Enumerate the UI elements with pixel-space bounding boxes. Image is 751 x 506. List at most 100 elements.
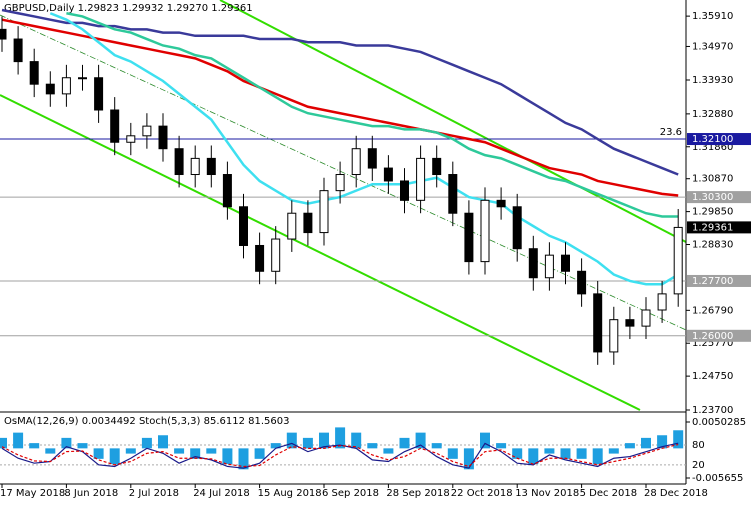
histogram-bar	[447, 448, 458, 459]
x-tick-label: 15 Aug 2018	[258, 488, 322, 499]
candle-body	[416, 157, 426, 201]
chart-title: GBPUSD,Daily 1.29823 1.29932 1.29270 1.2…	[4, 3, 253, 14]
stochastic-line	[1, 443, 679, 468]
candle-body	[222, 174, 232, 208]
channel-mid	[0, 14, 687, 331]
histogram-bar	[608, 448, 619, 454]
candle-body	[0, 28, 7, 40]
candle-body	[271, 238, 281, 272]
candle-body	[367, 148, 377, 169]
histogram-bar	[512, 448, 523, 459]
histogram-bar	[319, 432, 329, 449]
histogram-bar	[544, 448, 555, 454]
candle-body	[78, 77, 87, 80]
annotation: 23.6	[660, 127, 682, 138]
level-label: 1.27700	[692, 276, 733, 287]
x-tick-label: 2 Jul 2018	[129, 488, 179, 499]
histogram-bar	[125, 448, 136, 454]
histogram-bar	[158, 435, 168, 449]
x-tick-label: 22 Oct 2018	[451, 488, 513, 499]
candle-body	[158, 125, 168, 150]
histogram-bar	[415, 432, 426, 449]
level-label: 1.32100	[692, 134, 733, 145]
y-tick-label: 1.34970	[692, 41, 733, 52]
x-tick-label: 8 Jun 2018	[64, 488, 118, 499]
histogram-bar	[77, 443, 88, 449]
candle-body	[544, 254, 554, 279]
histogram-bar	[641, 437, 651, 449]
y-tick-label: 1.24750	[692, 371, 733, 382]
histogram-bar	[383, 448, 394, 454]
y2-tick-label: 80	[692, 440, 705, 451]
candle-body	[287, 212, 297, 240]
candle-body	[303, 212, 313, 234]
histogram-bar	[592, 448, 603, 465]
level-label: 1.30300	[692, 192, 733, 203]
histogram-bar	[0, 437, 7, 449]
y-tick-label: 1.35910	[692, 11, 733, 22]
candle-body	[641, 309, 651, 327]
histogram-bar	[286, 432, 297, 449]
candle-body	[593, 293, 603, 353]
candle-body	[432, 157, 442, 176]
y-tick-label: 1.26790	[692, 305, 733, 316]
y-tick-label: 1.23700	[692, 405, 733, 416]
candle-body	[29, 61, 39, 85]
x-tick-label: 5 Dec 2018	[580, 488, 638, 499]
x-tick-label: 13 Nov 2018	[515, 488, 579, 499]
candle-body	[448, 174, 458, 214]
candle-body	[480, 199, 490, 263]
y-tick-label: 1.25770	[692, 338, 733, 349]
x-tick-label: 28 Dec 2018	[644, 488, 708, 499]
candle-body	[206, 157, 216, 176]
x-tick-label: 24 Jul 2018	[193, 488, 250, 499]
y-tick-label: 0.0050285	[692, 417, 746, 428]
candle-body	[528, 248, 538, 279]
histogram-bar	[496, 443, 507, 449]
candle-body	[464, 212, 474, 263]
indicator-title: OsMA(12,26,9) 0.0034492 Stoch(5,3,3) 85.…	[4, 416, 290, 427]
candle-body	[126, 135, 136, 143]
histogram-bar	[335, 427, 346, 449]
histogram-bar	[657, 435, 668, 449]
level-label-bg	[687, 191, 751, 204]
moving-average	[1, 18, 679, 197]
candle-body	[577, 270, 587, 295]
candle-body	[335, 174, 345, 192]
histogram-bar	[61, 437, 72, 449]
candle-body	[383, 167, 393, 182]
y-tick-label: 1.28830	[692, 240, 733, 251]
candle-body	[255, 244, 265, 272]
candle-body	[400, 180, 409, 201]
candle-body	[190, 157, 200, 176]
histogram-bar	[174, 448, 185, 454]
level-label-bg	[687, 329, 751, 342]
y-tick-label: 1.29850	[692, 207, 733, 218]
histogram-bar	[270, 443, 281, 449]
histogram-bar	[29, 443, 40, 449]
candle-body	[561, 254, 570, 272]
histogram-bar	[576, 448, 587, 459]
histogram-bar	[254, 448, 265, 459]
level-label-bg	[687, 133, 751, 146]
histogram-bar	[302, 437, 313, 449]
candle-body	[351, 148, 361, 176]
x-tick-label: 17 May 2018	[0, 488, 65, 499]
level-label-bg	[687, 274, 751, 287]
candle-body	[94, 77, 104, 111]
candle-body	[496, 199, 506, 208]
histogram-bar	[109, 448, 120, 465]
histogram-bar	[367, 443, 378, 449]
candle-body	[13, 38, 23, 63]
histogram-bar	[190, 448, 201, 459]
candle-body	[110, 109, 120, 143]
histogram-bar	[560, 448, 571, 459]
candle-body	[625, 319, 635, 327]
stochastic-line	[1, 442, 679, 469]
price-label: 1.29361	[692, 222, 733, 233]
histogram-bar	[13, 432, 24, 449]
candle-body	[609, 319, 619, 353]
candle-body	[657, 293, 667, 311]
histogram-bar	[528, 448, 539, 465]
